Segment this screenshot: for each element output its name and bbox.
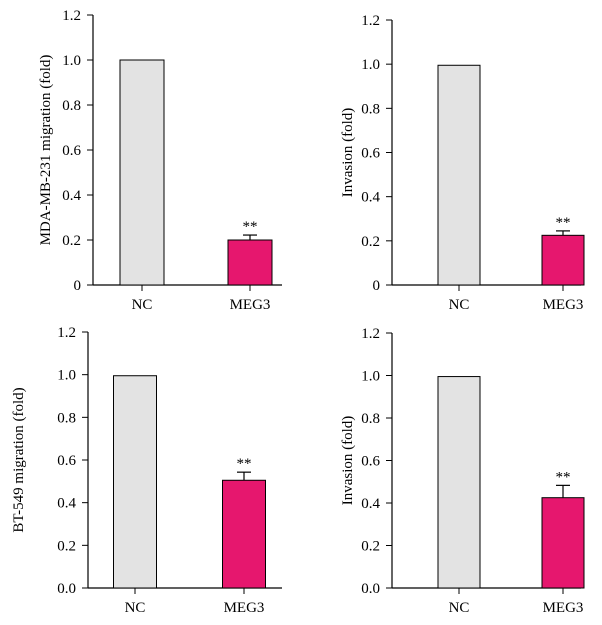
x-tick-label-nc: NC (125, 600, 146, 616)
y-tick-label: 0.2 (361, 234, 380, 250)
y-tick-label: 1.2 (57, 325, 76, 341)
chart-panel-4: 0.0 0.2 0.4 0.6 0.8 1.0 1.2 Invasion (fold) NC **… (340, 326, 585, 616)
y-tick-label: 0.4 (361, 496, 380, 512)
bar-nc (437, 64, 481, 286)
y-axis-label: MDA-MB-231 migration (fold) (38, 55, 54, 246)
y-tick-label: 0.8 (361, 411, 380, 427)
bar-meg3 (541, 234, 585, 286)
y-tick-label: 1.0 (57, 368, 76, 384)
y-tick-label: 0.8 (361, 101, 380, 117)
y-tick-label: 1.0 (361, 369, 380, 385)
bar-meg3 (541, 497, 585, 589)
y-tick-label: 0 (373, 278, 381, 294)
y-tick-label: 0.6 (57, 453, 76, 469)
y-axis-label: Invasion (fold) (340, 416, 356, 506)
significance-label: ** (556, 215, 571, 231)
y-tick-label: 0.0 (57, 581, 76, 597)
y-tick-label: 1.2 (361, 326, 380, 342)
y-tick-label: 1.2 (361, 13, 380, 29)
y-tick-label: 1.0 (361, 57, 380, 73)
x-tick-label-nc: NC (132, 297, 153, 313)
y-tick-label: 0.2 (361, 539, 380, 555)
x-tick-label-meg3: MEG3 (543, 600, 584, 616)
y-tick-label: 0.2 (62, 233, 81, 249)
significance-label: ** (237, 456, 252, 472)
significance-label: ** (556, 469, 571, 485)
x-tick-label-nc: NC (449, 600, 470, 616)
bar-meg3 (227, 239, 273, 286)
y-tick-label: 0 (74, 278, 82, 294)
y-tick-label: 0.8 (57, 410, 76, 426)
y-tick-label: 1.2 (62, 8, 81, 24)
chart-panel-1: 0 0.2 0.4 0.6 0.8 1.0 1.2 MDA-MB-231 migration … (38, 8, 282, 313)
x-tick-label-meg3: MEG3 (224, 600, 265, 616)
y-tick-label: 0.4 (57, 496, 76, 512)
x-tick-label-meg3: MEG3 (230, 297, 271, 313)
y-tick-label: 0.4 (361, 190, 380, 206)
y-tick-label: 0.6 (361, 454, 380, 470)
y-tick-label: 0.6 (62, 143, 81, 159)
bar-nc (437, 376, 481, 589)
y-tick-label: 0.2 (57, 538, 76, 554)
y-tick-label: 0.8 (62, 98, 81, 114)
bar-nc (119, 59, 165, 286)
bar-meg3 (222, 479, 266, 589)
y-tick-label: 1.0 (62, 53, 81, 69)
y-tick-label: 0.4 (62, 188, 81, 204)
chart-panel-3: 0.0 0.2 0.4 0.6 0.8 1.0 1.2 BT-549 migration (f… (11, 325, 282, 616)
y-axis-label: BT-549 migration (fold) (11, 387, 27, 532)
significance-label: ** (243, 219, 258, 235)
chart-panel-2: 0 0.2 0.4 0.6 0.8 1.0 1.2 Invasion (fold) NC ** ME… (340, 13, 585, 313)
x-tick-label-meg3: MEG3 (543, 297, 584, 313)
y-tick-label: 0.6 (361, 146, 380, 162)
y-axis-label: Invasion (fold) (340, 108, 356, 198)
x-tick-label-nc: NC (449, 297, 470, 313)
bar-nc (113, 375, 157, 589)
y-tick-label: 0.0 (361, 581, 380, 597)
